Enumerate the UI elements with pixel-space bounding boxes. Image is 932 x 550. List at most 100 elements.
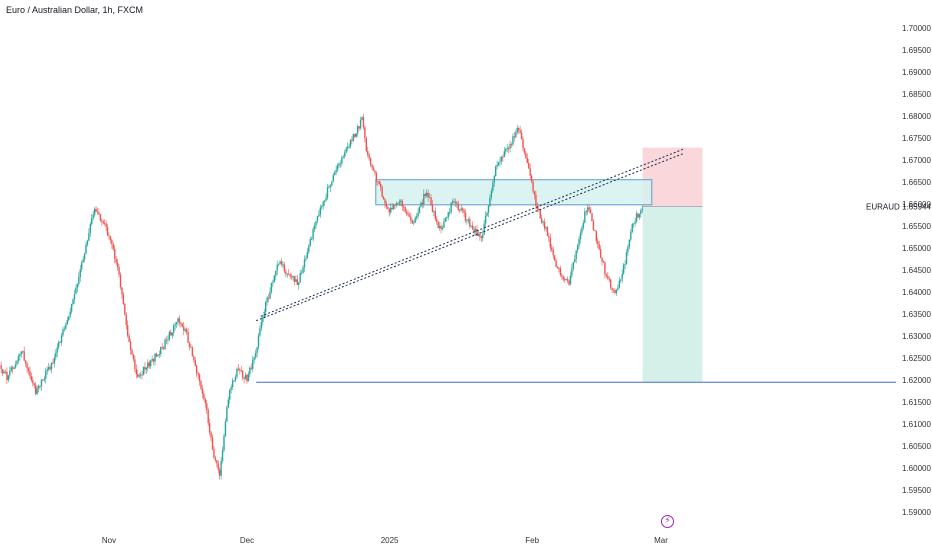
candle-body <box>65 324 67 329</box>
candle-body <box>597 241 599 245</box>
candle-body <box>223 435 225 451</box>
candle-body <box>119 274 122 288</box>
candle-body <box>499 161 501 163</box>
price-tick-label: 1.69000 <box>902 68 931 77</box>
candle-body <box>152 359 155 362</box>
candle-body <box>62 329 64 336</box>
candle-body <box>356 126 359 134</box>
candle-body <box>247 373 250 382</box>
candle-body <box>13 367 15 369</box>
candle-body <box>300 272 303 274</box>
candle-body <box>325 197 327 201</box>
candle-body <box>540 218 543 223</box>
candle-body <box>128 335 130 342</box>
candle-body <box>398 201 401 204</box>
candle-body <box>543 221 546 229</box>
candle-body <box>528 163 530 169</box>
candle-body <box>523 148 526 153</box>
candle-body <box>19 354 21 357</box>
candle-body <box>101 220 103 222</box>
candle-body <box>595 230 598 242</box>
candle-body <box>627 246 629 253</box>
candle-body <box>137 374 139 377</box>
candle-body <box>441 227 444 230</box>
candle-body <box>227 399 230 408</box>
candle-body <box>316 216 319 222</box>
candle-body <box>584 211 586 223</box>
candle-body <box>450 202 452 213</box>
candle-body <box>269 291 271 299</box>
candle-body <box>532 181 534 192</box>
candle-body <box>417 212 419 217</box>
price-axis[interactable]: 1.70000 1.69500 1.69000 1.68500 1.68000 1.675… <box>902 24 931 517</box>
candle-body <box>144 366 146 370</box>
lightning-icon[interactable]: ⚡ <box>661 515 674 528</box>
resistance-box <box>375 179 653 206</box>
candle-body <box>451 201 454 203</box>
candle-body <box>339 163 342 165</box>
candle-body <box>86 240 89 245</box>
candle-body <box>46 369 48 372</box>
candle-body <box>582 222 585 228</box>
candle-body <box>253 357 255 360</box>
candle-body <box>408 215 411 217</box>
candle-body <box>102 221 104 224</box>
candle-body <box>438 226 441 229</box>
candle-body <box>361 117 363 120</box>
candle-body <box>519 130 521 133</box>
price-tick-label: 1.61000 <box>902 420 931 429</box>
candle-body <box>95 208 97 212</box>
candle-body <box>434 211 437 220</box>
candle-body <box>526 158 529 164</box>
candle-body <box>256 347 258 354</box>
candle-body <box>114 249 116 259</box>
candle-body <box>45 371 47 379</box>
candle-body <box>93 208 96 215</box>
candle-body <box>259 328 261 336</box>
candle-body <box>509 144 511 149</box>
candle-body <box>206 403 208 410</box>
candle-body <box>525 152 527 159</box>
candle-body <box>601 257 603 262</box>
candle-body <box>303 259 306 268</box>
candle-body <box>473 229 475 232</box>
candle-body <box>184 329 186 331</box>
candle-body <box>312 229 314 240</box>
candle-body <box>620 279 622 281</box>
candle-body <box>362 117 365 128</box>
candle-body <box>55 352 57 358</box>
candle-body <box>575 250 577 259</box>
candle-body <box>345 148 347 153</box>
candle-body <box>34 385 37 395</box>
candle-body <box>568 280 570 285</box>
candle-body <box>609 279 612 288</box>
candle-body <box>106 227 109 236</box>
candle-body <box>344 152 346 157</box>
candle-body <box>112 244 115 250</box>
time-axis[interactable]: Nov Dec 2025 Feb Mar <box>102 536 668 545</box>
candle-body <box>315 221 317 226</box>
candle-body <box>392 204 395 210</box>
candle-body <box>39 385 41 387</box>
candle-body <box>47 367 50 370</box>
candle-body <box>556 266 559 269</box>
candle-body <box>224 421 227 436</box>
candle-body <box>313 225 316 230</box>
candle-body <box>52 363 54 364</box>
candle-body <box>237 368 240 370</box>
candle-body <box>0 365 2 370</box>
candle-body <box>200 381 202 389</box>
candle-body <box>368 154 370 159</box>
price-tick-label: 1.61500 <box>902 398 931 407</box>
candle-body <box>433 211 435 213</box>
candle-body <box>188 342 191 347</box>
candle-body <box>66 320 69 325</box>
candle-body <box>147 362 149 369</box>
candle-body <box>460 208 462 211</box>
candle-body <box>98 212 100 215</box>
price-tick-label: 1.70000 <box>902 24 931 33</box>
candle-body <box>617 287 619 290</box>
candle-body <box>310 239 313 240</box>
price-tick-label: 1.65000 <box>902 244 931 253</box>
